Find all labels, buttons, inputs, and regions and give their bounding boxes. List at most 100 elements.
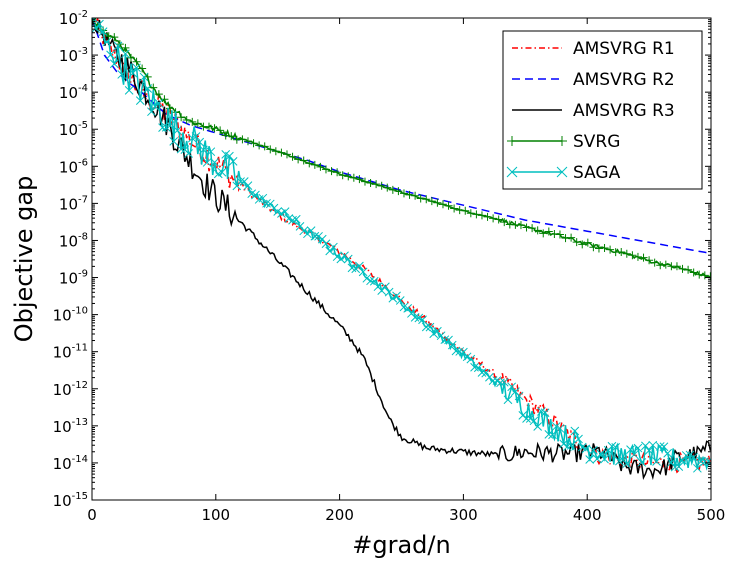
data-point-marker — [648, 440, 658, 450]
data-point-marker — [388, 185, 397, 194]
data-point-marker — [650, 258, 659, 267]
data-point-marker — [102, 37, 112, 47]
data-point-marker — [427, 197, 436, 206]
data-point-marker — [169, 137, 179, 146]
data-point-marker — [461, 206, 470, 215]
data-point-marker — [522, 414, 531, 423]
data-point-marker — [266, 145, 275, 154]
data-point-marker — [117, 70, 127, 79]
legend-marker — [506, 166, 518, 178]
data-point-marker — [388, 293, 398, 303]
data-point-marker — [433, 198, 442, 207]
data-point-marker — [416, 194, 425, 203]
data-point-marker — [462, 352, 472, 362]
legend-item: AMSVRG R2 — [512, 70, 675, 90]
data-point-marker — [528, 224, 537, 233]
data-point-marker — [395, 296, 405, 305]
data-point-marker — [124, 86, 134, 95]
data-point-marker — [555, 230, 564, 239]
data-point-marker — [202, 158, 212, 167]
x-tick-label: 100 — [201, 506, 230, 524]
data-point-marker — [689, 268, 698, 277]
data-point-marker — [165, 121, 175, 130]
data-point-marker — [243, 137, 252, 146]
data-point-marker — [548, 430, 557, 440]
data-point-marker — [184, 149, 193, 158]
y-tick-label: 10-2 — [59, 9, 88, 28]
data-point-marker — [678, 264, 687, 273]
data-point-marker — [327, 167, 336, 176]
data-point-marker — [258, 193, 268, 203]
data-point-marker — [113, 41, 123, 51]
legend-label: AMSVRG R2 — [573, 70, 675, 90]
data-point-marker — [459, 347, 468, 357]
data-point-marker — [138, 64, 147, 73]
data-point-marker — [405, 190, 414, 199]
data-point-marker — [121, 43, 130, 52]
data-point-marker — [574, 434, 583, 444]
data-point-marker — [158, 123, 167, 132]
data-point-marker — [559, 439, 569, 449]
data-point-marker — [262, 198, 271, 208]
data-point-marker — [606, 245, 615, 254]
data-point-marker — [147, 107, 156, 117]
data-point-marker — [639, 253, 648, 262]
y-tick-label: 10-13 — [53, 417, 88, 436]
data-point-marker — [544, 430, 554, 439]
data-point-marker — [410, 313, 420, 322]
data-point-marker — [333, 168, 342, 177]
series-line — [92, 18, 711, 474]
data-point-marker — [154, 98, 164, 108]
data-point-marker — [177, 113, 186, 122]
data-point-marker — [555, 424, 565, 433]
data-point-marker — [622, 249, 631, 258]
x-axis-label: #grad/n — [352, 531, 450, 559]
data-point-marker — [470, 362, 479, 372]
data-point-marker — [455, 347, 465, 356]
data-point-marker — [496, 378, 505, 388]
data-point-marker — [206, 147, 216, 157]
data-point-marker — [160, 95, 169, 104]
data-point-marker — [678, 456, 687, 465]
data-point-marker — [176, 144, 186, 154]
data-point-marker — [310, 231, 320, 241]
data-point-marker — [321, 239, 331, 249]
data-point-marker — [700, 457, 710, 466]
y-tick-label: 10-10 — [53, 306, 88, 325]
data-point-marker — [633, 443, 643, 453]
data-point-marker — [572, 238, 581, 247]
data-point-marker — [438, 200, 447, 209]
data-point-marker — [550, 230, 559, 239]
data-point-marker — [227, 132, 236, 141]
data-point-marker — [366, 179, 375, 188]
data-point-marker — [674, 462, 684, 471]
data-point-marker — [277, 148, 286, 157]
legend-label: AMSVRG R3 — [573, 101, 675, 121]
data-point-marker — [529, 416, 539, 426]
series-amsvrg-r2 — [92, 18, 711, 255]
data-point-marker — [204, 122, 213, 131]
data-point-marker — [216, 126, 225, 135]
y-tick-label: 10-3 — [59, 46, 88, 65]
data-point-marker — [503, 395, 513, 405]
data-point-marker — [450, 204, 459, 213]
data-point-marker — [228, 157, 238, 166]
x-tick-label: 300 — [449, 506, 478, 524]
data-point-marker — [533, 226, 542, 235]
data-point-marker — [349, 173, 358, 182]
data-point-marker — [98, 27, 108, 36]
data-point-marker — [567, 233, 576, 242]
data-point-marker — [466, 209, 475, 218]
data-point-marker — [238, 135, 247, 144]
data-point-marker — [355, 261, 364, 271]
data-point-marker — [659, 442, 669, 452]
data-point-marker — [221, 131, 230, 140]
y-axis: 10-2 10-3 10-4 10-5 10-6 10-7 10-8 10-9 10-10 10-… — [53, 9, 711, 510]
data-point-marker — [672, 262, 681, 271]
data-point-marker — [305, 159, 314, 168]
legend-label: AMSVRG R1 — [573, 39, 675, 59]
data-point-marker — [589, 445, 598, 455]
data-point-marker — [700, 271, 709, 280]
legend-label: SAGA — [573, 163, 621, 183]
data-point-marker — [566, 441, 576, 450]
